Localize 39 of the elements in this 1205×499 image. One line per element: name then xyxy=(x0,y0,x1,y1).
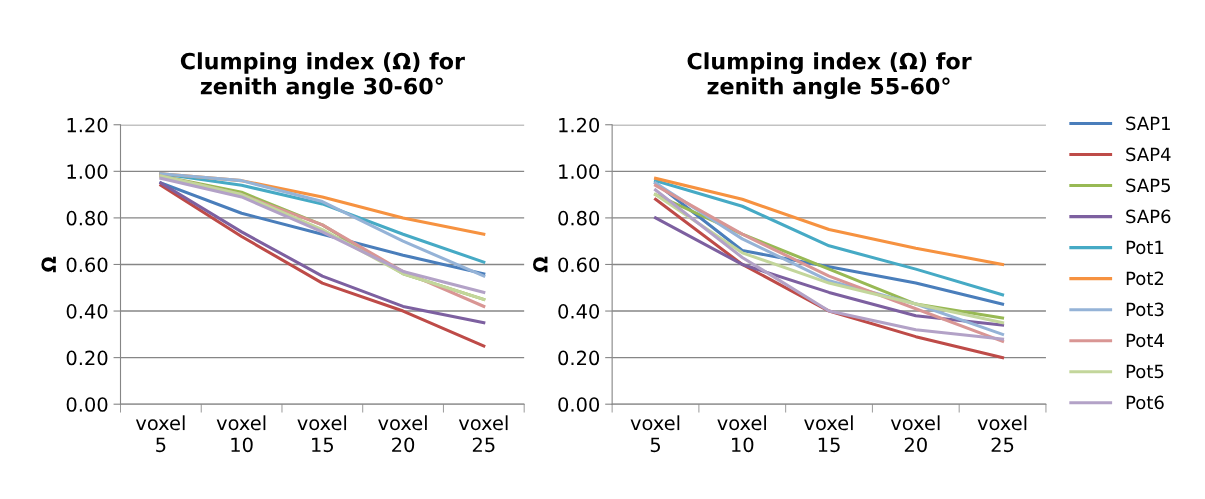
y-tick-label: 0.00 xyxy=(66,397,108,412)
x-tick-label: voxel 20 xyxy=(378,415,427,453)
y-tick-label: 0.40 xyxy=(66,304,108,319)
line-series xyxy=(653,176,1005,266)
legend-label: Pot3 xyxy=(1126,302,1164,317)
legend-label: Pot1 xyxy=(1126,240,1164,255)
x-tick-label: voxel 25 xyxy=(458,415,508,453)
x-tick-label: voxel 10 xyxy=(717,415,766,453)
y-tick-label: 1.00 xyxy=(559,164,600,179)
x-tick-label: voxel 20 xyxy=(890,415,940,453)
legend-label: SAP5 xyxy=(1126,178,1170,193)
x-tick-label: voxel 15 xyxy=(804,415,853,453)
y-tick-label: 0.20 xyxy=(558,350,600,366)
x-tick-label: voxel 25 xyxy=(977,415,1027,453)
y-tick-label: 0.80 xyxy=(66,210,108,226)
legend-label: Pot5 xyxy=(1126,364,1164,379)
chart-title: Clumping index (Ω) for zenith angle 55-60° xyxy=(687,52,972,99)
y-tick-label: 1.20 xyxy=(559,117,600,133)
x-tick-label: voxel 5 xyxy=(630,415,680,453)
y-tick-label: 0.00 xyxy=(558,397,600,412)
x-tick-label: voxel 5 xyxy=(135,415,185,453)
x-tick-label: voxel 15 xyxy=(297,415,347,453)
x-tick-label: voxel 10 xyxy=(216,415,266,453)
legend-label: Pot4 xyxy=(1126,333,1164,348)
y-axis-title: Ω xyxy=(41,256,56,273)
legend-label: Pot2 xyxy=(1126,271,1164,286)
legend-label: SAP1 xyxy=(1126,116,1170,131)
y-tick-label: 0.20 xyxy=(66,350,108,366)
y-tick-label: 0.60 xyxy=(66,257,108,273)
legend-label: Pot6 xyxy=(1126,395,1164,410)
legend-label: SAP6 xyxy=(1126,209,1171,224)
y-tick-label: 0.80 xyxy=(558,210,600,226)
y-axis-title: Ω xyxy=(533,256,548,273)
y-tick-label: 0.60 xyxy=(558,257,600,273)
y-tick-label: 0.40 xyxy=(558,304,600,319)
legend-label: SAP4 xyxy=(1126,147,1171,162)
chart-title: Clumping index (Ω) for zenith angle 30-60° xyxy=(180,52,465,99)
y-tick-label: 1.00 xyxy=(67,164,108,179)
y-tick-label: 1.20 xyxy=(67,117,108,133)
